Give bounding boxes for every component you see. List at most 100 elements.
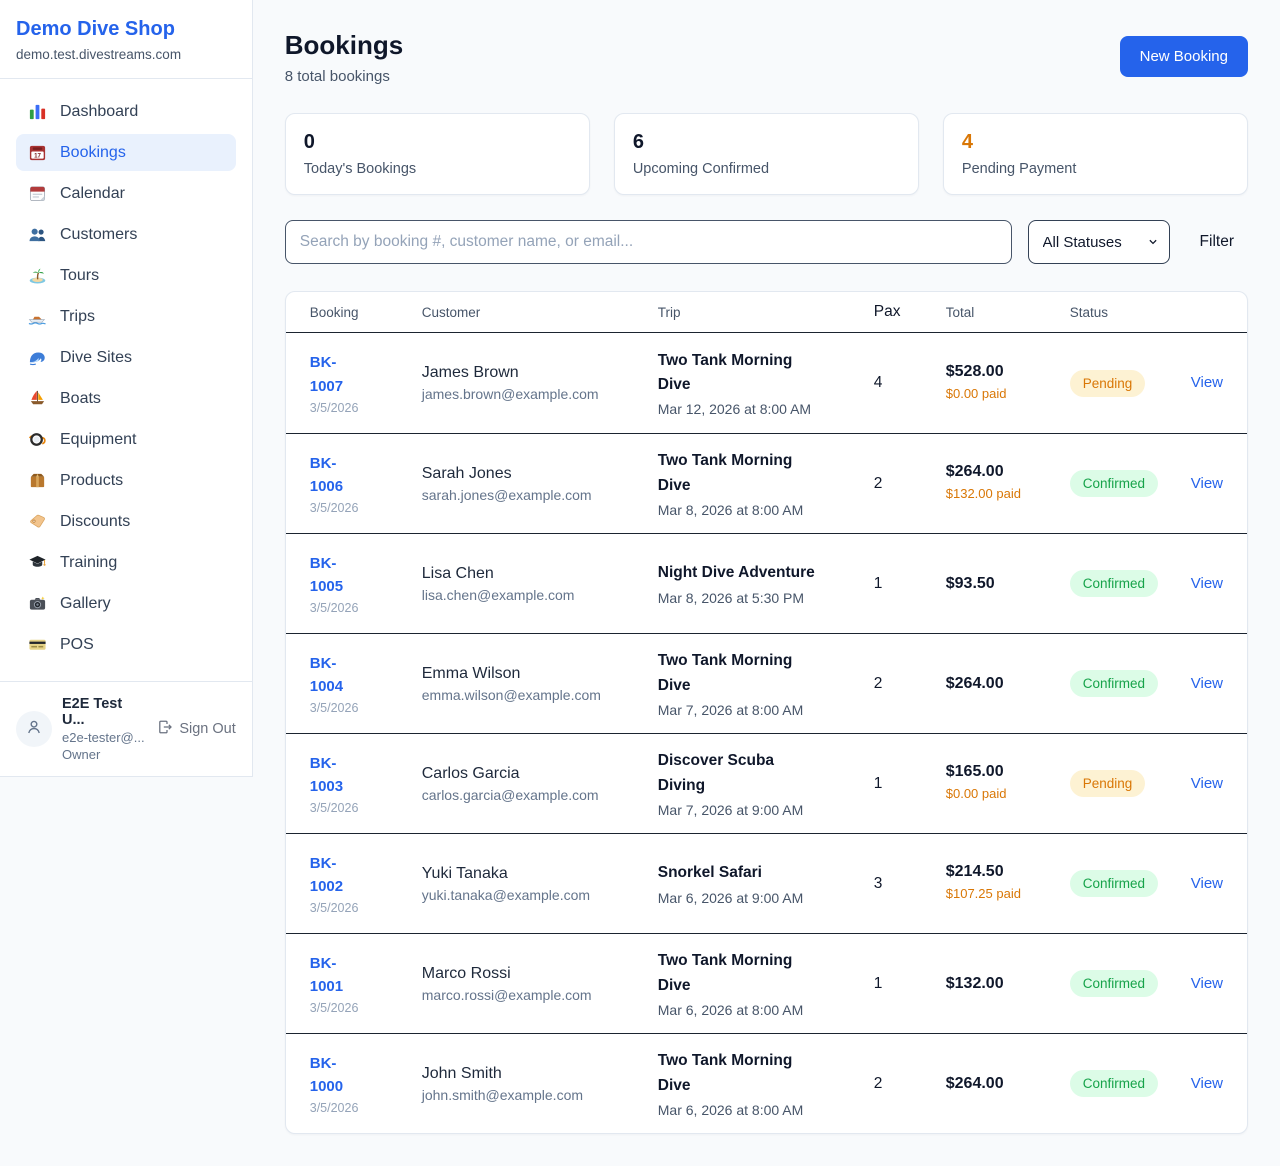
status-badge: Pending	[1069, 369, 1146, 397]
calendar-icon	[28, 184, 47, 203]
sidebar-item-pos[interactable]: POS	[16, 626, 236, 663]
sidebar-item-equipment[interactable]: Equipment	[16, 421, 236, 458]
table-body: BK-1007 3/5/2026 James Brown james.brown…	[285, 333, 1247, 1133]
trip-name: Two Tank Morning Dive	[657, 351, 793, 393]
pax-count: 3	[873, 874, 883, 892]
total-amount: $132.00	[945, 974, 1004, 992]
customer-email: marco.rossi@example.com	[421, 986, 592, 1003]
table-row: BK-1006 3/5/2026 Sarah Jones sarah.jones…	[285, 433, 1247, 533]
diving-mask-icon	[28, 430, 47, 449]
total-amount: $264.00	[945, 1074, 1004, 1092]
sign-out-button[interactable]: Sign Out	[157, 719, 236, 739]
pax-count: 1	[873, 974, 883, 992]
table-row: BK-1005 3/5/2026 Lisa Chen lisa.chen@exa…	[285, 533, 1247, 633]
sidebar-item-training[interactable]: Training	[16, 544, 236, 581]
booking-date: 3/5/2026	[309, 400, 359, 415]
sidebar-item-label: Dive Sites	[60, 348, 133, 366]
booking-id-link[interactable]: BK-1000	[309, 1054, 344, 1095]
sidebar-item-products[interactable]: Products	[16, 462, 236, 499]
table-row: BK-1002 3/5/2026 Yuki Tanaka yuki.tanaka…	[285, 833, 1247, 933]
camera-icon	[28, 594, 47, 613]
trip-datetime: Mar 7, 2026 at 9:00 AM	[657, 801, 804, 818]
view-link[interactable]: View	[1190, 474, 1223, 492]
paid-amount: $107.25 paid	[945, 886, 1021, 902]
sidebar-item-dashboard[interactable]: Dashboard	[16, 93, 236, 130]
booking-id-link[interactable]: BK-1007	[309, 354, 344, 395]
search-input[interactable]	[284, 220, 1012, 264]
wave-icon	[28, 348, 47, 367]
booking-id-link[interactable]: BK-1002	[309, 854, 344, 895]
view-link[interactable]: View	[1190, 674, 1223, 692]
stat-value: 4	[961, 131, 974, 153]
status-badge: Confirmed	[1069, 870, 1159, 897]
stat-label: Today's Bookings	[303, 161, 417, 177]
pax-count: 1	[873, 774, 883, 792]
col-header-booking: Booking	[309, 304, 359, 320]
sidebar-item-label: Calendar	[60, 184, 125, 202]
trip-name: Two Tank Morning Dive	[657, 452, 793, 494]
status-filter-wrap: All Statuses	[1027, 220, 1170, 264]
view-link[interactable]: View	[1190, 374, 1223, 391]
trip-name: Two Tank Morning Dive	[657, 952, 793, 994]
sidebar-item-discounts[interactable]: Discounts	[16, 503, 236, 540]
bookings-calendar-icon: 17	[28, 143, 47, 162]
col-header-pax: Pax	[873, 303, 901, 320]
customer-email: lisa.chen@example.com	[421, 586, 575, 603]
customer-name: John Smith	[421, 1064, 502, 1082]
package-icon	[28, 471, 47, 490]
sidebar-item-customers[interactable]: Customers	[16, 216, 236, 253]
filter-row: All Statuses Filter	[284, 220, 1248, 264]
user-email: e2e-tester@...	[62, 730, 145, 745]
trip-datetime: Mar 8, 2026 at 8:00 AM	[657, 501, 804, 518]
customer-name: Lisa Chen	[421, 564, 494, 582]
new-booking-button[interactable]: New Booking	[1119, 36, 1248, 77]
filter-button[interactable]: Filter	[1186, 225, 1248, 259]
table-row: BK-1004 3/5/2026 Emma Wilson emma.wilson…	[285, 633, 1247, 733]
booking-date: 3/5/2026	[309, 501, 359, 516]
booking-id-link[interactable]: BK-1001	[309, 954, 344, 995]
sidebar-item-label: Gallery	[60, 594, 111, 612]
sidebar-item-gallery[interactable]: Gallery	[16, 585, 236, 622]
table-row: BK-1007 3/5/2026 James Brown james.brown…	[286, 333, 1247, 433]
sidebar-item-bookings[interactable]: 17 Bookings	[16, 134, 236, 171]
island-icon	[28, 266, 47, 285]
trip-name: Night Dive Adventure	[657, 564, 815, 582]
customer-name: Sarah Jones	[421, 464, 512, 482]
sailboat-icon	[28, 389, 47, 408]
stat-value: 0	[303, 131, 315, 153]
sidebar-item-calendar[interactable]: Calendar	[16, 175, 236, 212]
sidebar-item-boats[interactable]: Boats	[16, 380, 236, 417]
pax-count: 2	[873, 674, 883, 692]
col-header-total: Total	[945, 304, 975, 320]
customer-email: james.brown@example.com	[421, 386, 599, 402]
user-info: E2E Test U... e2e-tester@... Owner	[62, 696, 147, 762]
col-header-trip: Trip	[657, 304, 681, 320]
status-filter-select[interactable]: All Statuses	[1027, 220, 1170, 264]
label-tag-icon	[28, 512, 47, 531]
bookings-table: Booking Customer Trip Pax Total Status B…	[284, 291, 1248, 1134]
sidebar-item-trips[interactable]: Trips	[16, 298, 236, 335]
view-link[interactable]: View	[1190, 774, 1223, 792]
view-link[interactable]: View	[1190, 1074, 1223, 1092]
sidebar-item-label: Bookings	[60, 143, 126, 161]
sidebar-item-tours[interactable]: Tours	[16, 257, 236, 294]
svg-text:17: 17	[34, 152, 41, 159]
view-link[interactable]: View	[1190, 874, 1223, 892]
customer-name: Emma Wilson	[421, 664, 521, 682]
avatar	[16, 711, 52, 747]
booking-id-link[interactable]: BK-1006	[309, 454, 344, 495]
view-link[interactable]: View	[1190, 574, 1223, 592]
paid-amount: $0.00 paid	[945, 385, 1007, 401]
booking-id-link[interactable]: BK-1005	[309, 554, 344, 595]
status-badge: Confirmed	[1069, 570, 1159, 597]
sidebar: Demo Dive Shop demo.test.divestreams.com…	[0, 0, 253, 777]
sidebar-item-dive-sites[interactable]: Dive Sites	[16, 339, 236, 376]
booking-id-link[interactable]: BK-1004	[309, 654, 344, 695]
stats-row: 0 Today's Bookings 6 Upcoming Confirmed …	[284, 113, 1248, 195]
page-subtitle: 8 total bookings	[284, 68, 390, 85]
view-link[interactable]: View	[1190, 974, 1223, 992]
booking-id-link[interactable]: BK-1003	[309, 754, 344, 795]
stat-card: 4 Pending Payment	[942, 113, 1248, 195]
sidebar-footer: E2E Test U... e2e-tester@... Owner Sign …	[0, 681, 252, 776]
